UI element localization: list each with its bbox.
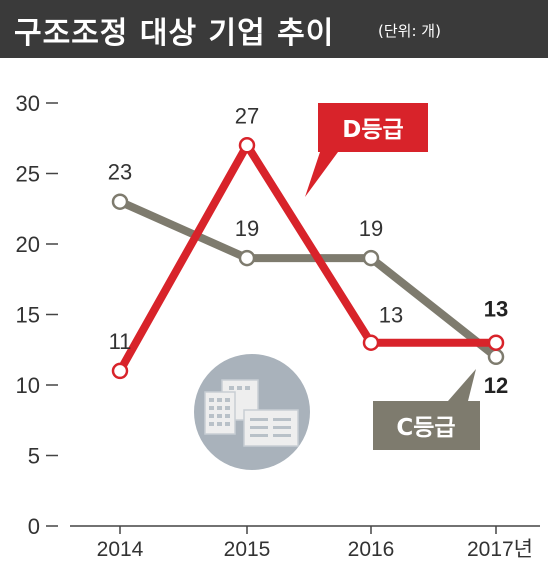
y-tick-label: 25: [16, 162, 40, 187]
data-label: 12: [484, 373, 508, 398]
x-tick-label: 2016: [348, 538, 395, 561]
y-tick-label: 10: [16, 373, 40, 398]
data-label: 19: [235, 216, 259, 241]
y-tick-label: 30: [16, 91, 40, 116]
legend-d-grade-label: D등급: [342, 117, 403, 143]
series-line-d-grade: [116, 137, 496, 373]
data-label: 27: [235, 103, 259, 128]
data-label: 19: [359, 216, 383, 241]
data-label: 23: [108, 160, 132, 185]
y-tick-label: 0: [28, 514, 40, 539]
chart-title: 구조조정 대상 기업 추이: [14, 16, 335, 51]
data-point: [238, 249, 256, 267]
x-tick-label: 2015: [224, 538, 271, 561]
building-icon: [194, 354, 310, 470]
legend-d-grade-box: [305, 103, 428, 197]
legend-c-grade-box: [373, 369, 480, 450]
data-point: [362, 334, 380, 351]
data-point: [111, 362, 129, 380]
chart-header: 구조조정 대상 기업 추이 (단위: 개): [0, 0, 548, 58]
data-label: 11: [109, 329, 132, 354]
y-tick-label: 20: [16, 232, 40, 257]
data-point: [362, 249, 380, 267]
data-point: [111, 193, 129, 210]
legend-c-grade-label: C등급: [396, 415, 455, 441]
data-label: 13: [484, 297, 508, 322]
data-point: [238, 137, 256, 154]
data-label: 13: [379, 303, 403, 328]
unit-label: (단위: 개): [378, 22, 441, 40]
data-point: [487, 334, 505, 351]
x-tick-label: 2017년: [467, 538, 533, 561]
data-point: [487, 348, 505, 366]
y-tick-label: 15: [16, 303, 40, 328]
series-line-c-grade: [118, 198, 499, 360]
x-tick-label: 2014: [97, 538, 144, 561]
y-tick-label: 5: [28, 444, 40, 469]
